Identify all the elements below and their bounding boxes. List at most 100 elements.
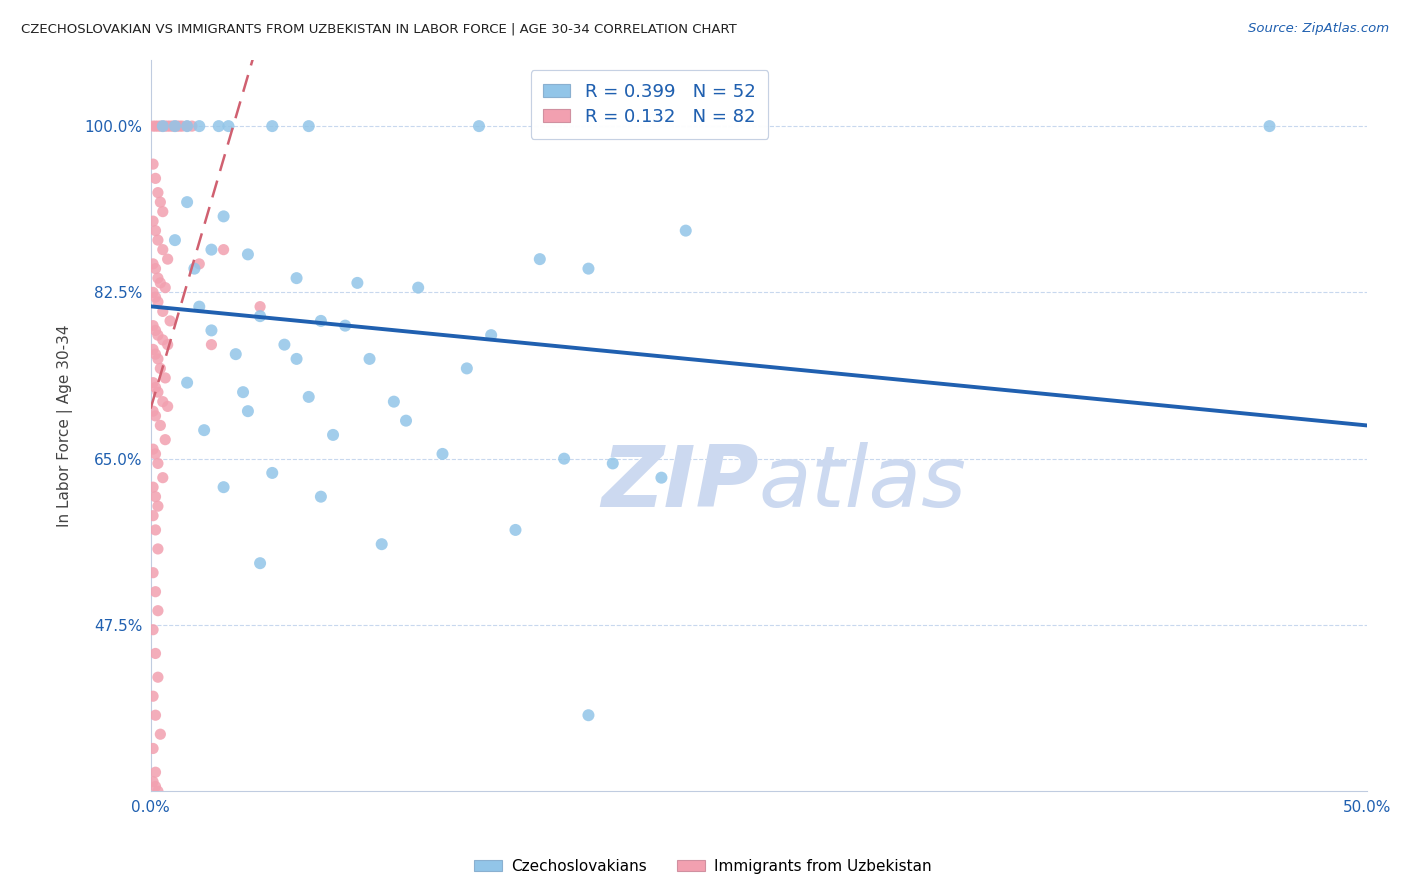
Text: atlas: atlas — [759, 442, 967, 525]
Point — [142, 442, 165, 457]
Point — [155, 433, 177, 447]
Point — [146, 541, 169, 556]
Point — [181, 119, 204, 133]
Point — [152, 471, 174, 485]
Point — [142, 623, 165, 637]
Point — [142, 690, 165, 704]
Point — [152, 243, 174, 257]
Point — [370, 537, 392, 551]
Point — [145, 523, 167, 537]
Point — [145, 119, 167, 133]
Point — [159, 119, 181, 133]
Point — [145, 584, 167, 599]
Point — [193, 423, 215, 437]
Point — [146, 385, 169, 400]
Point — [152, 333, 174, 347]
Point — [152, 204, 174, 219]
Point — [176, 376, 198, 390]
Y-axis label: In Labor Force | Age 30-34: In Labor Force | Age 30-34 — [58, 324, 73, 526]
Point — [142, 774, 165, 789]
Point — [142, 741, 165, 756]
Point — [155, 119, 177, 133]
Point — [155, 280, 177, 294]
Point — [142, 157, 165, 171]
Point — [146, 604, 169, 618]
Point — [578, 261, 600, 276]
Point — [359, 351, 381, 366]
Point — [262, 119, 284, 133]
Point — [142, 566, 165, 580]
Point — [145, 347, 167, 361]
Point — [200, 323, 222, 337]
Point — [142, 404, 165, 418]
Point — [142, 214, 165, 228]
Point — [273, 337, 295, 351]
Point — [146, 119, 169, 133]
Point — [142, 480, 165, 494]
Point — [145, 290, 167, 304]
Point — [145, 780, 167, 794]
Point — [156, 252, 179, 267]
Point — [145, 409, 167, 423]
Point — [553, 451, 575, 466]
Point — [309, 490, 332, 504]
Point — [335, 318, 357, 333]
Point — [142, 376, 165, 390]
Point — [156, 119, 179, 133]
Point — [145, 490, 167, 504]
Point — [212, 210, 235, 224]
Point — [146, 233, 169, 247]
Point — [146, 294, 169, 309]
Point — [149, 119, 172, 133]
Point — [145, 323, 167, 337]
Legend: Czechoslovakians, Immigrants from Uzbekistan: Czechoslovakians, Immigrants from Uzbeki… — [468, 853, 938, 880]
Point — [163, 119, 186, 133]
Point — [188, 119, 211, 133]
Point — [322, 428, 344, 442]
Point — [149, 276, 172, 290]
Point — [309, 314, 332, 328]
Point — [188, 300, 211, 314]
Point — [145, 224, 167, 238]
Point — [468, 119, 491, 133]
Point — [142, 285, 165, 300]
Point — [146, 457, 169, 471]
Point — [145, 171, 167, 186]
Point — [432, 447, 454, 461]
Point — [166, 119, 188, 133]
Point — [200, 243, 222, 257]
Point — [236, 247, 259, 261]
Point — [249, 309, 271, 323]
Text: Source: ZipAtlas.com: Source: ZipAtlas.com — [1249, 22, 1389, 36]
Point — [152, 304, 174, 318]
Text: ZIP: ZIP — [602, 442, 759, 525]
Point — [156, 400, 179, 414]
Point — [217, 119, 239, 133]
Point — [650, 471, 672, 485]
Point — [183, 261, 205, 276]
Point — [155, 371, 177, 385]
Point — [176, 119, 198, 133]
Point — [505, 523, 527, 537]
Point — [152, 394, 174, 409]
Point — [146, 351, 169, 366]
Point — [152, 119, 174, 133]
Point — [212, 480, 235, 494]
Point — [145, 765, 167, 780]
Point — [395, 414, 418, 428]
Point — [176, 195, 198, 210]
Point — [146, 186, 169, 200]
Point — [200, 337, 222, 351]
Point — [156, 337, 179, 351]
Point — [145, 380, 167, 394]
Point — [146, 499, 169, 513]
Point — [479, 328, 502, 343]
Point — [578, 708, 600, 723]
Point — [142, 343, 165, 357]
Point — [208, 119, 231, 133]
Point — [236, 404, 259, 418]
Point — [1258, 119, 1281, 133]
Point — [602, 457, 624, 471]
Point — [176, 119, 198, 133]
Point — [145, 647, 167, 661]
